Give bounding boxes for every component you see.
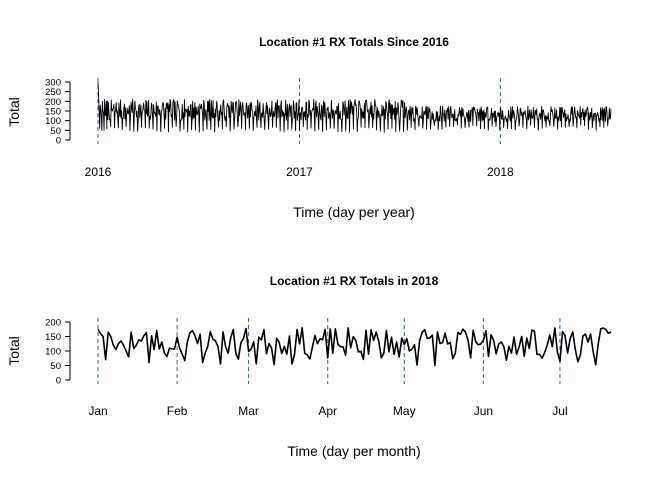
chart2-xlabel: Time (day per month) (287, 443, 420, 459)
chart1-xlabel: Time (day per year) (293, 204, 415, 220)
chart2-xtick-label: May (393, 404, 416, 418)
chart1-title: Location #1 RX Totals Since 2016 (259, 35, 449, 49)
chart2-xtick-label: Jan (88, 404, 107, 418)
chart2-plot: 0 50 100 150 200 Jan Feb Mar Apr May Jun Jul (45, 318, 612, 418)
chart2-xtick-label: Jun (474, 404, 493, 418)
chart2-ytick-label: 150 (45, 332, 61, 343)
chart2-xtick-label: Mar (238, 404, 259, 418)
chart2-ytick-label: 50 (50, 361, 61, 372)
chart2-title: Location #1 RX Totals in 2018 (270, 274, 439, 288)
chart2-xtick-label: Jul (552, 404, 567, 418)
chart1-ytick-label: 100 (45, 116, 61, 127)
chart2-series-line (97, 327, 612, 367)
chart1-ytick-label: 250 (45, 87, 61, 98)
chart1-xtick-label: 2017 (286, 165, 313, 179)
chart1-ytick-label: 50 (50, 126, 61, 137)
chart2-ylabel: Total (6, 336, 22, 366)
chart1-ytick-label: 200 (45, 97, 61, 108)
chart1-ytick-label: 0 (56, 136, 61, 147)
chart1-xtick-label: 2018 (487, 165, 514, 179)
chart1-ylabel: Total (6, 97, 22, 127)
chart2-ytick-label: 100 (45, 347, 61, 358)
chart2-ytick-label: 0 (56, 376, 61, 387)
chart1-series-line (97, 81, 612, 133)
chart2-ytick-label: 200 (45, 318, 61, 329)
chart1-ytick-label: 150 (45, 107, 61, 118)
chart1-xtick-label: 2016 (85, 165, 112, 179)
chart1-ytick-label: 300 (45, 78, 61, 89)
chart2-xtick-label: Apr (318, 404, 337, 418)
chart2-xtick-label: Feb (167, 404, 188, 418)
